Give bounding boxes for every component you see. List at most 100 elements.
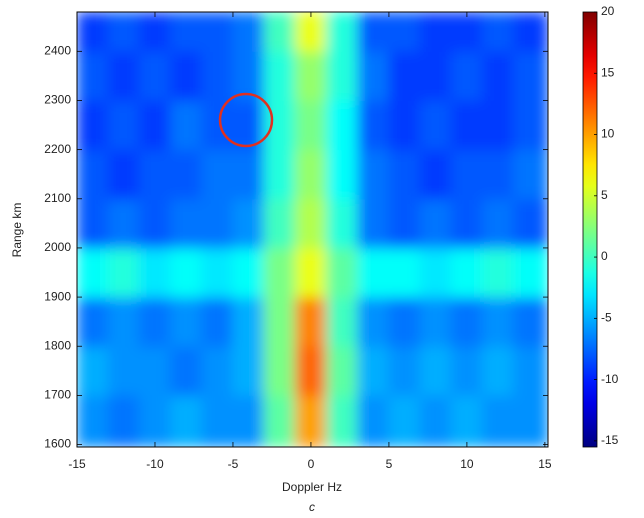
- heatmap-cell: [77, 12, 109, 52]
- heatmap-cell: [263, 247, 296, 298]
- heatmap-cell: [77, 149, 109, 200]
- heatmap-cell: [357, 394, 390, 447]
- heatmap-cell: [138, 12, 172, 52]
- y-tick-label: 2300: [44, 93, 71, 107]
- heatmap-cell: [513, 99, 548, 151]
- heatmap-cell: [450, 12, 483, 52]
- heatmap-cell: [326, 345, 359, 396]
- heatmap-cell: [481, 149, 515, 200]
- heatmap-cell: [357, 345, 390, 396]
- heatmap-cell: [107, 247, 140, 298]
- x-tick-label: 5: [386, 457, 393, 471]
- caption: c: [309, 500, 315, 514]
- heatmap-cell: [357, 99, 390, 151]
- heatmap-cell: [107, 99, 140, 151]
- heatmap-cell: [450, 296, 483, 347]
- colorbar-tick-label: 15: [601, 65, 615, 79]
- heatmap-cell: [138, 50, 172, 101]
- heatmap-cell: [138, 394, 172, 447]
- heatmap-cell: [388, 296, 421, 347]
- y-tick-label: 1800: [44, 338, 71, 352]
- heatmap-cell: [107, 198, 140, 249]
- heatmap-cell: [170, 149, 203, 200]
- heatmap-cell: [450, 394, 483, 447]
- heatmap-cell: [326, 149, 359, 200]
- heatmap-cell: [357, 12, 390, 52]
- heatmap-cell: [450, 345, 483, 396]
- heatmap-cell: [77, 198, 109, 249]
- heatmap-cell: [388, 149, 421, 200]
- heatmap-cell: [388, 394, 421, 447]
- y-tick-label: 1700: [44, 388, 71, 402]
- heatmap-cell: [419, 394, 452, 447]
- heatmap-cell: [77, 99, 109, 151]
- colorbar-tick-label: 10: [601, 127, 615, 141]
- heatmap-cell: [326, 99, 359, 151]
- heatmap-cell: [481, 247, 515, 298]
- heatmap-cell: [481, 198, 515, 249]
- x-tick-label: -15: [68, 457, 86, 471]
- heatmap-cell: [201, 345, 234, 396]
- heatmap-cell: [388, 12, 421, 52]
- heatmap-cell: [450, 247, 483, 298]
- heatmap-cell: [232, 50, 265, 101]
- colorbar-tick-label: 5: [601, 188, 608, 202]
- heatmap-cell: [263, 394, 296, 447]
- heatmap-cell: [170, 394, 203, 447]
- heatmap-cell: [107, 12, 140, 52]
- heatmap-cell: [481, 296, 515, 347]
- heatmap-cell: [232, 247, 265, 298]
- x-tick-label: 0: [308, 457, 315, 471]
- heatmap-cell: [294, 12, 328, 52]
- heatmap-cell: [419, 99, 452, 151]
- heatmap-cell: [419, 296, 452, 347]
- heatmap-cell: [513, 50, 548, 101]
- heatmap-cell: [107, 149, 140, 200]
- heatmap-cell: [263, 296, 296, 347]
- heatmap-cell: [107, 394, 140, 447]
- heatmap-cell: [357, 198, 390, 249]
- heatmap-cell: [77, 345, 109, 396]
- heatmap-cell: [170, 12, 203, 52]
- heatmap-cell: [263, 345, 296, 396]
- heatmap-cell: [201, 99, 234, 151]
- heatmap-cell: [326, 394, 359, 447]
- plot-frame: [76, 11, 549, 448]
- heatmap-cell: [513, 296, 548, 347]
- heatmap-cell: [138, 198, 172, 249]
- heatmap-cell: [170, 345, 203, 396]
- heatmap-cell: [294, 99, 328, 151]
- heatmap-cell: [294, 345, 328, 396]
- heatmap-cell: [201, 12, 234, 52]
- x-axis-label: Doppler Hz: [282, 480, 342, 494]
- heatmap-cell: [388, 345, 421, 396]
- heatmap-cell: [232, 198, 265, 249]
- y-tick-label: 2200: [44, 142, 71, 156]
- heatmap-cell: [294, 394, 328, 447]
- heatmap-cell: [77, 296, 109, 347]
- heatmap-cell: [513, 247, 548, 298]
- heatmap-cell: [138, 99, 172, 151]
- colorbar-tick-label: 20: [601, 4, 615, 18]
- heatmap-cell: [138, 345, 172, 396]
- heatmap-cell: [481, 345, 515, 396]
- heatmap-cell: [232, 394, 265, 447]
- heatmap-cell: [513, 394, 548, 447]
- heatmap-cell: [201, 247, 234, 298]
- heatmap-cell: [263, 198, 296, 249]
- x-tick-label: -10: [146, 457, 164, 471]
- colorbar-tick-label: -15: [601, 433, 619, 447]
- heatmap-cell: [263, 12, 296, 52]
- heatmap-cell: [513, 12, 548, 52]
- heatmap-cell: [481, 394, 515, 447]
- heatmap-cell: [170, 296, 203, 347]
- heatmap-cell: [419, 345, 452, 396]
- heatmap-cell: [294, 50, 328, 101]
- y-tick-label: 1900: [44, 289, 71, 303]
- heatmap-cell: [481, 50, 515, 101]
- heatmap-cell: [201, 149, 234, 200]
- heatmap-cell: [107, 50, 140, 101]
- heatmap-cell: [138, 296, 172, 347]
- heatmap-cell: [294, 198, 328, 249]
